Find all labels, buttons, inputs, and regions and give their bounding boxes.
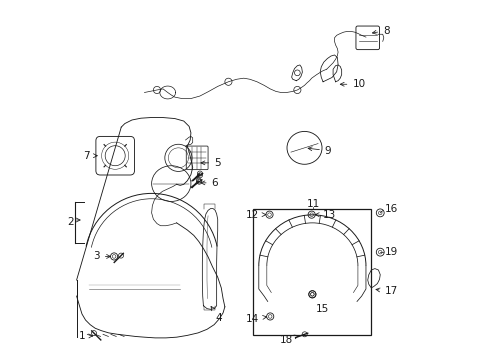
Text: 12: 12 xyxy=(246,210,265,220)
Text: 1: 1 xyxy=(79,332,92,342)
Text: 5: 5 xyxy=(201,158,220,168)
Text: 3: 3 xyxy=(93,251,110,261)
Text: 13: 13 xyxy=(315,210,335,220)
Text: 6: 6 xyxy=(201,178,218,188)
Text: 14: 14 xyxy=(246,314,266,324)
Text: 9: 9 xyxy=(307,146,331,156)
Text: 18: 18 xyxy=(279,335,298,345)
Bar xyxy=(253,208,370,336)
Text: 11: 11 xyxy=(306,199,320,209)
Text: 4: 4 xyxy=(211,306,222,323)
Text: 15: 15 xyxy=(315,304,328,314)
Text: 19: 19 xyxy=(384,247,397,257)
Text: 17: 17 xyxy=(375,287,397,296)
Text: 16: 16 xyxy=(384,204,397,214)
Text: 8: 8 xyxy=(372,26,389,36)
Text: 7: 7 xyxy=(83,151,97,161)
Text: 10: 10 xyxy=(340,79,365,89)
Text: 2: 2 xyxy=(67,217,74,227)
